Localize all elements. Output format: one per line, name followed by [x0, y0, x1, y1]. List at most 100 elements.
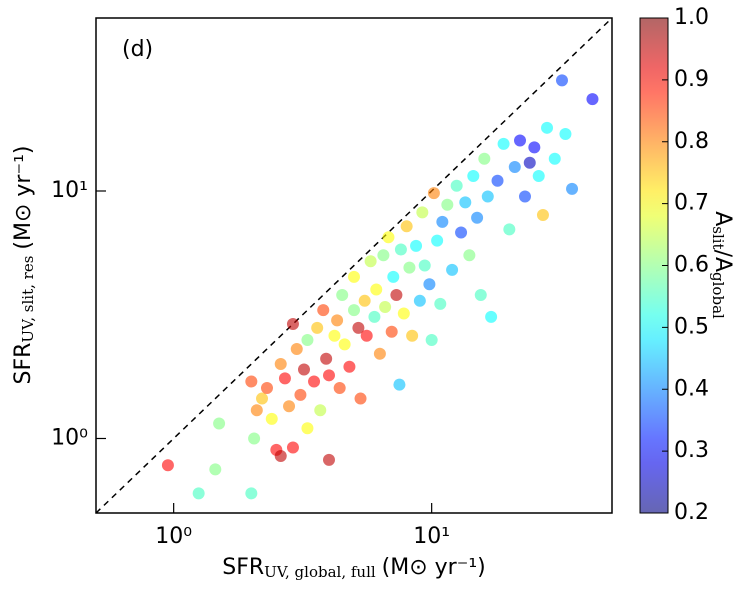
y-tick-label: 10¹ [51, 178, 88, 203]
data-point [410, 239, 423, 252]
data-point [328, 329, 341, 342]
data-point [352, 321, 365, 334]
data-point [427, 187, 440, 200]
data-point [503, 223, 516, 236]
y-axis-label: SFRUV, slit, res (M⊙ yr⁻¹) [11, 146, 37, 385]
data-point [393, 378, 406, 391]
data-point [370, 283, 383, 296]
data-point [536, 208, 549, 221]
colorbar-tick-label: 0.8 [674, 129, 709, 154]
data-point [333, 381, 346, 394]
y-label-sub: UV, slit, res [19, 256, 37, 343]
data-point [385, 325, 398, 338]
data-point [413, 294, 426, 307]
colorbar-tick-label: 0.7 [674, 191, 709, 216]
one-to-one-line [96, 18, 612, 513]
data-point [471, 211, 484, 224]
data-point [314, 404, 327, 417]
data-point [348, 304, 360, 317]
cbar-label-a: A [710, 211, 735, 226]
data-point [423, 278, 436, 291]
data-point [450, 179, 463, 192]
data-point [161, 459, 174, 472]
colorbar-tick-label: 0.4 [674, 376, 709, 401]
data-point [297, 363, 310, 376]
data-point [485, 310, 498, 323]
data-point [348, 270, 360, 283]
data-point [586, 93, 599, 106]
data-point [354, 392, 367, 405]
cbar-label-b: /A [710, 250, 735, 272]
data-point [523, 156, 536, 169]
data-point [265, 412, 278, 425]
data-point [311, 321, 324, 334]
data-point [322, 453, 335, 466]
frame [95, 17, 613, 514]
data-point [434, 297, 447, 310]
data-point [209, 463, 222, 476]
data-point [382, 231, 395, 244]
data-point [317, 304, 330, 317]
annotation: (d) [122, 37, 153, 62]
y-label-unit: (M⊙ yr⁻¹) [11, 146, 36, 250]
data-point [555, 74, 568, 87]
data-point [418, 259, 431, 272]
data-point [256, 392, 269, 405]
data-point [478, 152, 491, 165]
data-point [245, 375, 258, 388]
cbar-label-b-sub: global [709, 272, 727, 319]
colorbar-tick-label: 0.6 [674, 253, 709, 278]
colorbar-label: Aslit/Aglobal [709, 211, 735, 319]
data-point [358, 294, 371, 307]
data-point [528, 141, 541, 154]
colorbar-tick-label: 0.3 [674, 438, 709, 463]
cbar-label-a-sub: slit [709, 226, 727, 249]
colorbar-tick-label: 0.9 [674, 67, 709, 92]
data-point [274, 449, 287, 462]
data-point [455, 226, 468, 239]
data-point [474, 288, 487, 301]
data-point [403, 261, 416, 274]
data-point [559, 127, 572, 140]
data-point [390, 288, 403, 301]
data-point [377, 249, 390, 262]
data-point [373, 347, 386, 360]
data-point [566, 182, 579, 195]
data-point [467, 169, 480, 182]
data-point [431, 234, 444, 247]
data-point [508, 161, 521, 174]
data-point [286, 441, 299, 454]
data-point [459, 196, 472, 209]
data-point [548, 152, 561, 165]
data-point [394, 243, 407, 256]
data-point [425, 334, 438, 347]
data-point [343, 360, 356, 373]
data-point [331, 314, 344, 327]
x-tick-label: 10⁰ [155, 524, 192, 549]
data-point [320, 352, 333, 365]
data-point [294, 388, 307, 401]
data-point [301, 334, 314, 347]
y-label-main: SFR [11, 343, 36, 385]
data-point [260, 381, 273, 394]
data-point [290, 342, 303, 355]
data-point [308, 375, 321, 388]
data-point [463, 249, 476, 262]
x-label-unit: (M⊙ yr⁻¹) [382, 555, 486, 580]
data-point [368, 310, 381, 323]
data-point [379, 300, 392, 313]
x-axis-label: SFRUV, global, full (M⊙ yr⁻¹) [222, 555, 486, 581]
y-tick-label: 10⁰ [51, 425, 88, 450]
data-point [250, 404, 263, 417]
data-point [436, 215, 449, 228]
data-point [397, 307, 410, 320]
data-point [301, 422, 314, 435]
data-point [481, 190, 494, 203]
x-label-main: SFR [222, 555, 264, 580]
data-point [532, 169, 545, 182]
data-point [441, 198, 454, 211]
data-point [322, 369, 335, 382]
data-point [336, 288, 349, 301]
data-point [286, 318, 299, 331]
